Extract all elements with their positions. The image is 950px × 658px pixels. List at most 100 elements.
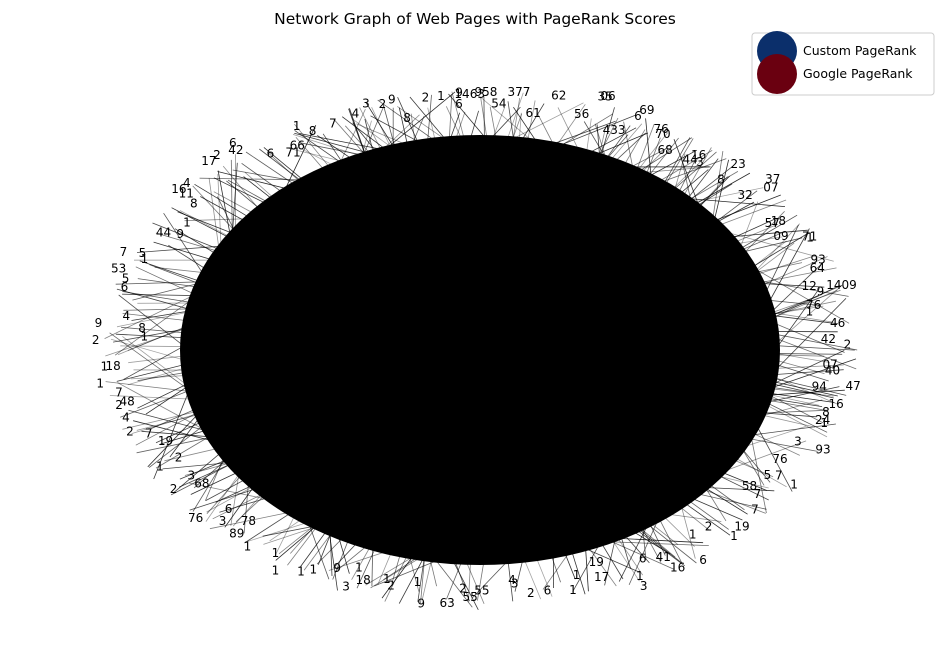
node-label: 1409 [826, 278, 857, 292]
node-label: 6 [699, 553, 707, 567]
node-label: 94 [812, 380, 827, 394]
node-label: 1 [244, 540, 252, 554]
legend-label-google-pagerank: Google PageRank [803, 66, 913, 81]
node-label: 69 [639, 103, 654, 117]
node-label: 1 [820, 416, 828, 430]
node-label: 18 [355, 573, 370, 587]
node-label: 66 [290, 139, 305, 153]
node-label: 63 [440, 596, 455, 610]
node-label: 1 [355, 561, 363, 575]
node-label: 24 [815, 413, 830, 427]
node-label: 1 [272, 546, 280, 560]
node-label: 1 [140, 329, 148, 343]
node-label: 07 [822, 357, 837, 371]
node-label: 1 [183, 216, 191, 230]
node-label: 7 [145, 427, 153, 441]
node-label: 06 [600, 89, 615, 103]
node-label: 6 [225, 502, 233, 516]
node-label: 64 [810, 261, 825, 275]
node-label: 2 [92, 333, 100, 347]
node-label: 433 [603, 123, 626, 137]
node-label: 18 [105, 359, 120, 373]
node-label: 377 [507, 85, 530, 99]
node-label: 1 [141, 252, 149, 266]
node-label: 9 [417, 596, 425, 610]
node-label: 4 [122, 411, 130, 425]
node-label: 6 [634, 109, 642, 123]
node-label: 17 [201, 154, 216, 168]
node-label: 4 [352, 106, 360, 120]
node-label: 8 [190, 197, 198, 211]
node-label: 4 [183, 176, 191, 190]
node-label: 2 [379, 97, 387, 111]
node-label: 55 [463, 590, 478, 604]
node-label: 71 [285, 146, 300, 160]
node-label: 16 [670, 560, 685, 574]
node-label: 6 [121, 280, 129, 294]
node-label: 2 [387, 579, 395, 593]
node-label: 3 [342, 579, 350, 593]
node-label: 89 [229, 527, 244, 541]
node-label: 16 [828, 397, 843, 411]
node-label: 93 [815, 443, 830, 457]
node-label: 9 [176, 227, 184, 241]
node-label: 2 [213, 148, 221, 162]
node-label: 93 [810, 252, 825, 266]
node-label: 6 [544, 583, 552, 597]
node-label: 12 [801, 279, 816, 293]
node-label: 78 [241, 514, 256, 528]
node-label: 11 [179, 186, 194, 200]
node-label: 1 [730, 529, 738, 543]
node-label: 3 [187, 468, 195, 482]
node-label: 7 [115, 386, 123, 400]
node-label: 2 [705, 519, 713, 533]
node-label: 2 [115, 398, 123, 412]
node-label: 7 [775, 469, 783, 483]
node-label: 5 [122, 272, 130, 286]
node-label: 7 [751, 503, 759, 517]
node-label: 44 [682, 153, 697, 167]
node-label: 19 [158, 434, 173, 448]
node-label: 7 [329, 117, 337, 131]
node-label: 23 [731, 157, 746, 171]
node-label: 76 [654, 122, 669, 136]
node-label: 2 [422, 90, 430, 104]
node-label: 6 [455, 97, 463, 111]
node-label: 55 [474, 583, 489, 597]
node-label: 42 [228, 143, 243, 157]
node-label: 1 [806, 231, 814, 245]
node-label: 8 [138, 321, 146, 335]
node-label: 54 [491, 97, 506, 111]
node-label: 9 [333, 561, 341, 575]
node-label: 53 [111, 261, 126, 275]
node-label: 3 [219, 514, 227, 528]
node-label: 1 [806, 305, 814, 319]
node-label: 3 [362, 96, 370, 110]
node-label: 56 [574, 107, 589, 121]
node-label: 09 [773, 229, 788, 243]
legend-label-custom-pagerank: Custom PageRank [803, 43, 917, 58]
node-label: 32 [738, 188, 753, 202]
node-label: 35 [597, 89, 612, 103]
node-label: 2 [459, 581, 467, 595]
node-label: 16 [691, 148, 706, 162]
chart-title: Network Graph of Web Pages with PageRank… [274, 10, 676, 28]
node-label: 1 [156, 460, 164, 474]
node-label: 3 [696, 155, 704, 169]
node-label: 07 [763, 181, 778, 195]
node-label: 46 [830, 316, 845, 330]
node-label: 1 [96, 377, 104, 391]
node-label: 62 [551, 89, 566, 103]
node-label: 958 [474, 85, 497, 99]
node-label: 4 [122, 309, 130, 323]
node-label: 71 [802, 229, 817, 243]
node-label: 40 [825, 364, 840, 378]
node-label: 7 [754, 487, 762, 501]
node-label: 2 [527, 586, 535, 600]
node-label: 1 [414, 575, 422, 589]
node-label: 17 [594, 570, 609, 584]
node-label: 9 [95, 316, 103, 330]
node-label: 9 [817, 285, 825, 299]
node-label: 2 [175, 451, 183, 465]
